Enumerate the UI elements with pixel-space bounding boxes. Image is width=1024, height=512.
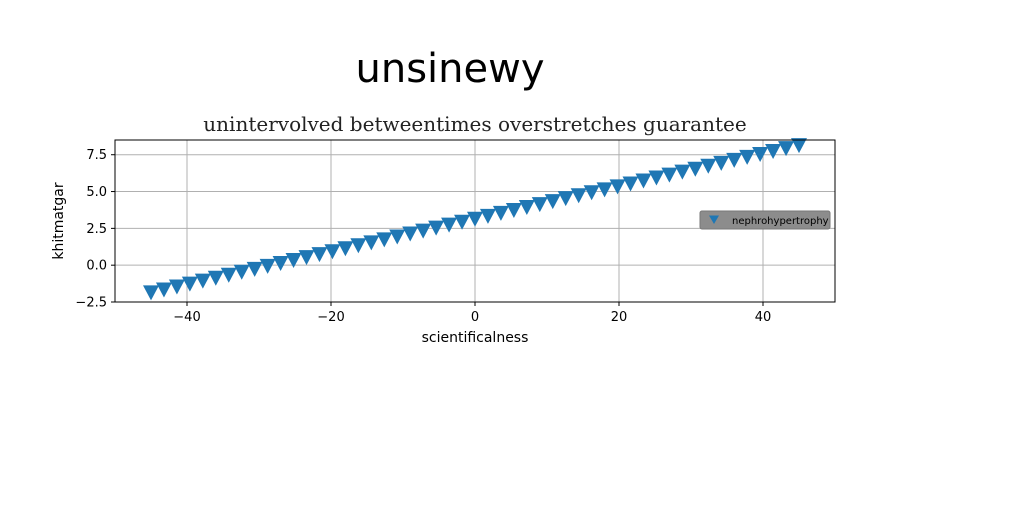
axis-ticks: −40 −20 0 20 40 −2.5 0.0 2.5 5.0 7.5 [75, 148, 771, 325]
data-point [622, 176, 639, 192]
data-point [635, 173, 652, 189]
data-point [168, 279, 185, 295]
data-point [441, 217, 458, 233]
chart-title: unintervolved betweentimes overstretches… [203, 112, 746, 136]
data-point [505, 202, 522, 218]
data-point [583, 185, 600, 201]
data-point [259, 258, 276, 274]
data-point [713, 155, 730, 171]
legend-label: nephrohypertrophy [732, 216, 829, 227]
data-point [272, 255, 289, 271]
data-point [350, 238, 367, 254]
data-point [778, 141, 795, 157]
legend-marker [709, 215, 719, 224]
data-point [661, 167, 678, 183]
data-point [155, 282, 172, 298]
data-point [181, 276, 198, 292]
data-point [428, 220, 445, 236]
data-point [687, 161, 704, 177]
data-point [726, 152, 743, 168]
data-point [765, 144, 782, 160]
x-axis-label: scientificalness [422, 330, 529, 346]
data-point [402, 226, 419, 242]
legend: nephrohypertrophy [699, 210, 831, 230]
y-tick-label: 2.5 [86, 222, 107, 237]
data-point [648, 170, 665, 186]
data-point [518, 200, 535, 216]
x-tick-label: −20 [317, 310, 344, 325]
data-point [674, 164, 691, 180]
data-point [609, 179, 626, 195]
data-point [467, 211, 483, 227]
data-point [454, 214, 471, 230]
data-point [570, 188, 587, 204]
data-point [479, 208, 496, 224]
data-point [220, 267, 237, 283]
suptitle: unsinewy [355, 46, 544, 92]
data-point [389, 229, 406, 245]
data-point [207, 270, 224, 286]
data-point [285, 253, 302, 269]
data-point [337, 241, 354, 257]
data-point [324, 244, 341, 260]
legend-box [699, 210, 831, 230]
x-tick-label: −40 [173, 310, 200, 325]
data-point [376, 232, 393, 248]
data-point [557, 191, 574, 207]
y-axis-label: khitmatgar [51, 182, 67, 260]
data-point [311, 247, 328, 263]
data-point [363, 235, 380, 251]
data-point [246, 261, 263, 277]
data-point [233, 264, 250, 280]
data-markers [143, 138, 807, 301]
data-point [544, 194, 561, 210]
x-tick-label: 20 [611, 310, 628, 325]
y-tick-label: 0.0 [86, 259, 107, 274]
data-point [194, 273, 211, 289]
data-point [143, 285, 159, 301]
y-tick-label: 5.0 [86, 185, 107, 200]
data-point [415, 223, 432, 239]
data-point [752, 146, 769, 162]
x-tick-label: 0 [471, 310, 479, 325]
data-point [739, 149, 756, 165]
x-tick-label: 40 [755, 310, 772, 325]
data-point [531, 197, 548, 213]
data-point [298, 250, 315, 266]
data-point [492, 205, 509, 221]
data-point [596, 182, 613, 198]
y-tick-label: 7.5 [86, 148, 107, 163]
data-point [791, 138, 807, 154]
data-point [700, 158, 717, 174]
y-tick-label: −2.5 [75, 296, 107, 311]
